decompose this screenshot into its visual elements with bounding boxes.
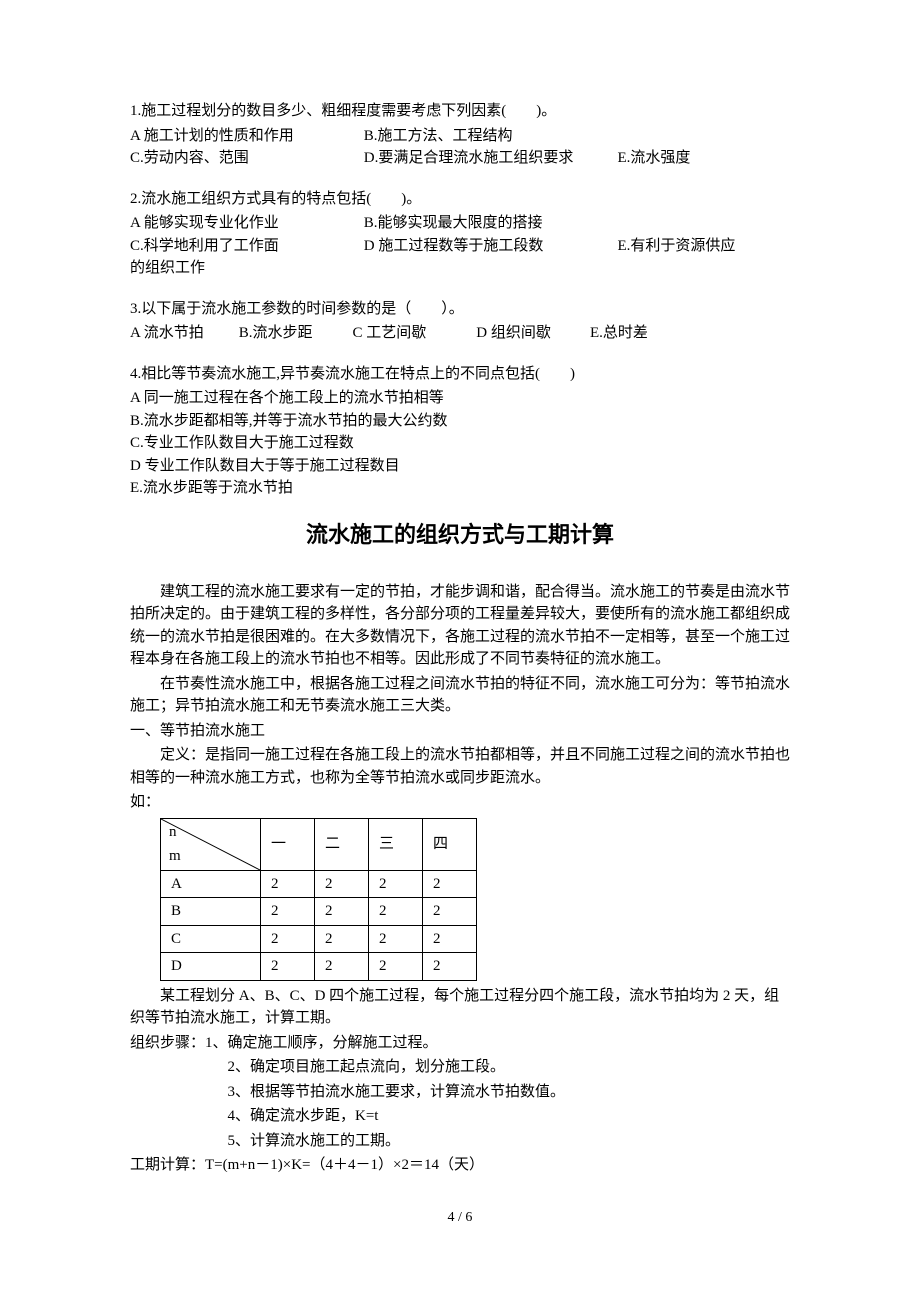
example-table: n m 一 二 三 四 A 2 2 2 2 B 2 2 2 2 C 2 2 2 … — [160, 818, 790, 981]
options-line: A 流水节拍 B.流水步距 C 工艺间歇 D 组织间歇 E.总时差 — [130, 322, 790, 345]
page-number: 4 / 6 — [130, 1207, 790, 1228]
example-description: 某工程划分 A、B、C、D 四个施工过程，每个施工过程分四个施工段，流水节拍均为… — [130, 985, 790, 1030]
table-col-header: 一 — [261, 818, 315, 870]
option-e: E.总时差 — [590, 322, 648, 345]
table-row-label: A — [161, 870, 261, 898]
option-a: A 流水节拍 — [130, 322, 235, 345]
question-3: 3.以下属于流水施工参数的时间参数的是（ ）。 A 流水节拍 B.流水步距 C … — [130, 298, 790, 345]
option-c: C.科学地利用了工作面 — [130, 235, 360, 258]
table-col-header: 四 — [423, 818, 477, 870]
table-cell: 2 — [369, 953, 423, 981]
main-title: 流水施工的组织方式与工期计算 — [130, 518, 790, 551]
table-row-label: D — [161, 953, 261, 981]
table-cell: 2 — [315, 925, 369, 953]
step-2: 2、确定项目施工起点流向，划分施工段。 — [130, 1056, 790, 1079]
steps-line-1: 组织步骤：1、确定施工顺序，分解施工过程。 — [130, 1032, 790, 1055]
example-label: 如： — [130, 791, 790, 814]
table-cell: 2 — [369, 925, 423, 953]
table-cell: 2 — [315, 953, 369, 981]
options-line-1: A 施工计划的性质和作用 B.施工方法、工程结构 — [130, 125, 790, 148]
table-row-label: B — [161, 898, 261, 926]
question-4: 4.相比等节奏流水施工,异节奏流水施工在特点上的不同点包括( ) A 同一施工过… — [130, 363, 790, 500]
table-col-header: 三 — [369, 818, 423, 870]
option-e-part1: E.有利于资源供应 — [618, 235, 736, 258]
table-row: A 2 2 2 2 — [161, 870, 477, 898]
table-cell: 2 — [423, 870, 477, 898]
question-1: 1.施工过程划分的数目多少、粗细程度需要考虑下列因素( )。 A 施工计划的性质… — [130, 100, 790, 170]
table-cell: 2 — [315, 870, 369, 898]
question-stem: 2.流水施工组织方式具有的特点包括( )。 — [130, 188, 790, 211]
table-diag-m: m — [169, 845, 181, 868]
table-cell: 2 — [423, 898, 477, 926]
body-paragraph-2: 在节奏性流水施工中，根据各施工过程之间流水节拍的特征不同，流水施工可分为：等节拍… — [130, 673, 790, 718]
step-1: 1、确定施工顺序，分解施工过程。 — [205, 1035, 438, 1051]
option-b: B.施工方法、工程结构 — [364, 125, 513, 148]
option-d: D 专业工作队数目大于等于施工过程数目 — [130, 455, 790, 478]
question-2: 2.流水施工组织方式具有的特点包括( )。 A 能够实现专业化作业 B.能够实现… — [130, 188, 790, 280]
table-row: B 2 2 2 2 — [161, 898, 477, 926]
question-stem: 3.以下属于流水施工参数的时间参数的是（ ）。 — [130, 298, 790, 321]
body-paragraph-1: 建筑工程的流水施工要求有一定的节拍，才能步调和谐，配合得当。流水施工的节奏是由流… — [130, 581, 790, 671]
section-1-definition: 定义：是指同一施工过程在各施工段上的流水节拍都相等，并且不同施工过程之间的流水节… — [130, 744, 790, 789]
table-cell: 2 — [261, 898, 315, 926]
option-e: E.流水步距等于流水节拍 — [130, 477, 790, 500]
question-stem: 4.相比等节奏流水施工,异节奏流水施工在特点上的不同点包括( ) — [130, 363, 790, 386]
table-cell: 2 — [369, 870, 423, 898]
duration-calculation: 工期计算：T=(m+n－1)×K=（4＋4－1）×2＝14（天） — [130, 1154, 790, 1177]
option-a: A 同一施工过程在各个施工段上的流水节拍相等 — [130, 387, 790, 410]
option-c: C.劳动内容、范围 — [130, 147, 360, 170]
step-4: 4、确定流水步距，K=t — [130, 1105, 790, 1128]
table-cell: 2 — [423, 925, 477, 953]
option-b: B.流水步距 — [239, 322, 349, 345]
option-b: B.能够实现最大限度的搭接 — [364, 212, 543, 235]
step-5: 5、计算流水施工的工期。 — [130, 1130, 790, 1153]
steps-label: 组织步骤： — [130, 1035, 205, 1051]
table-cell: 2 — [261, 925, 315, 953]
table-row-label: C — [161, 925, 261, 953]
option-e: E.流水强度 — [618, 147, 691, 170]
options-line-3: 的组织工作 — [130, 257, 790, 280]
table-row: C 2 2 2 2 — [161, 925, 477, 953]
option-a: A 能够实现专业化作业 — [130, 212, 360, 235]
options-line-2: C.科学地利用了工作面 D 施工过程数等于施工段数 E.有利于资源供应 — [130, 235, 790, 258]
option-d: D 施工过程数等于施工段数 — [364, 235, 614, 258]
option-b: B.流水步距都相等,并等于流水节拍的最大公约数 — [130, 410, 790, 433]
table-cell: 2 — [369, 898, 423, 926]
table-cell: 2 — [261, 870, 315, 898]
table-row: D 2 2 2 2 — [161, 953, 477, 981]
table-cell: 2 — [423, 953, 477, 981]
option-a: A 施工计划的性质和作用 — [130, 125, 360, 148]
step-3: 3、根据等节拍流水施工要求，计算流水节拍数值。 — [130, 1081, 790, 1104]
option-d: D 组织间歇 — [476, 322, 586, 345]
option-c: C.专业工作队数目大于施工过程数 — [130, 432, 790, 455]
table-diag-n: n — [169, 821, 177, 844]
option-c: C 工艺间歇 — [353, 322, 473, 345]
table-cell: 2 — [261, 953, 315, 981]
options-line-2: C.劳动内容、范围 D.要满足合理流水施工组织要求 E.流水强度 — [130, 147, 790, 170]
table-col-header: 二 — [315, 818, 369, 870]
option-d: D.要满足合理流水施工组织要求 — [364, 147, 614, 170]
question-stem: 1.施工过程划分的数目多少、粗细程度需要考虑下列因素( )。 — [130, 100, 790, 123]
table-cell: 2 — [315, 898, 369, 926]
section-1-label: 一、等节拍流水施工 — [130, 720, 790, 743]
options-line-1: A 能够实现专业化作业 B.能够实现最大限度的搭接 — [130, 212, 790, 235]
